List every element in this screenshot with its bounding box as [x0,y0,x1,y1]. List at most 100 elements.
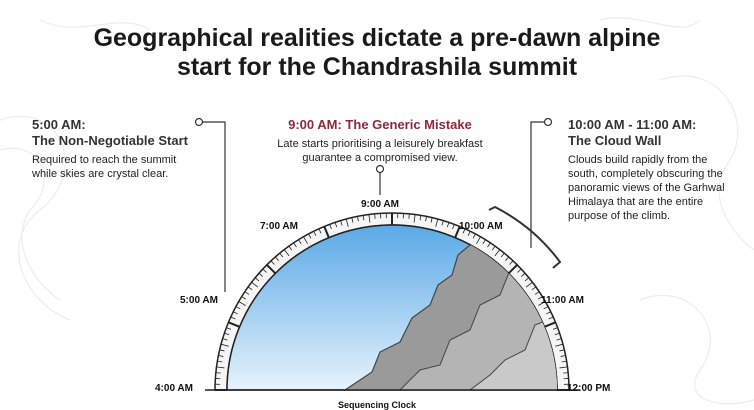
clock-tick [218,355,224,357]
leader-lines [194,117,562,292]
clock-tick [467,231,471,236]
clock-tick [220,343,229,347]
callout-text: Clouds build rapidly from the south, com… [568,154,725,222]
clock-label: 12:00 PM [567,383,611,394]
clock-tick [323,226,330,238]
clock-tick [247,286,253,291]
callout-heading: The Cloud Wall [568,133,662,148]
clock-label: 7:00 AM [260,221,298,232]
callout: 9:00 AM: The Generic Mistake Late starts… [260,117,500,165]
clock-tick [494,249,501,257]
clock-tick [230,316,236,320]
clock-tick [491,245,496,251]
clock-tick [233,311,238,315]
clock-tick [548,316,554,320]
clock-tick [559,349,565,352]
callout-heading: 9:00 AM: The Generic Mistake [288,117,472,132]
title-line: start for the Chandrashila summit [176,53,578,81]
clock-tick [270,260,275,265]
clock-tick [555,343,564,347]
clock-tick [435,218,439,227]
clock-label: 5:00 AM [180,295,218,306]
clock-tick [525,281,533,288]
clock-tick [560,355,566,357]
clock-tick [357,216,359,222]
clock-tick [283,249,290,257]
clock-tick [521,272,526,277]
clock-tick [274,256,279,261]
clock-tick [544,321,556,328]
callout: 5:00 AM: The Non-Negotiable Start Requir… [32,117,222,181]
clock-tick [351,217,354,223]
clock-tick [224,332,230,336]
clock-caption: Sequencing Clock [337,400,417,410]
clock-tick [313,231,317,236]
clock-tick [362,215,365,221]
clock-tick [509,260,514,265]
clock-label: 10:00 AM [459,221,503,232]
clock-label: 11:00 AM [541,295,584,306]
clock-tick [222,338,228,341]
clock-tick [345,218,349,227]
clock-tick [228,321,240,328]
clock-tick [266,264,277,275]
clock-tick [425,216,427,222]
clock-tick [241,296,247,300]
clock-tick [318,228,322,234]
clock-tick [517,268,522,273]
clock-tick [235,306,241,310]
clock-tick [293,242,297,248]
clock-tick [340,220,343,226]
clock-tick [556,338,562,341]
clock-tick [244,291,250,295]
clock-tick [476,236,481,244]
clock-tick [430,217,433,223]
clock-tick [334,222,338,228]
topo-background [0,17,754,405]
clock-tick [507,264,518,275]
clock-tick [446,222,450,228]
clock-tick [559,366,568,369]
clock-tick [552,327,558,330]
clock-label: 9:00 AM [361,199,399,210]
clock-tick [262,268,267,273]
callout-text: Late starts prioritising a leisurely bre… [277,138,483,164]
callout-heading: The Non-Negotiable Start [32,133,189,148]
clock-tick [413,214,416,223]
clock-tick [452,224,455,230]
clock-tick [329,224,332,230]
clock-tick [279,252,284,258]
clock-tick [308,233,312,239]
clock-tick [543,306,549,310]
clock-ticks [215,213,569,391]
clock-tick [534,291,540,295]
clock-tick [258,272,263,277]
clock-tick [546,311,551,315]
clock-tick [368,214,371,223]
clock-label: 4:00 AM [155,383,193,394]
clock-tick [288,245,293,251]
clock-tick [531,286,537,291]
clock-tick [462,228,466,234]
callout: 10:00 AM - 11:00 AM: The Cloud Wall Clou… [568,117,728,223]
clock-tick [441,220,444,226]
clock-tick [537,296,543,300]
clock-tick [505,256,510,261]
clock-tick [454,226,461,238]
clock-tick [219,349,225,352]
title-line: Geographical realities dictate a pre-daw… [93,24,661,52]
clock-tick [217,360,223,363]
clock-tick [482,239,486,245]
clock-tick [487,242,491,248]
clock-tick [538,301,546,306]
callout-time: 10:00 AM - 11:00 AM: [568,117,697,132]
clock-tick [238,301,246,306]
callout-time: 5:00 AM: [32,117,86,132]
clock-tick [472,233,476,239]
clock-tick [254,277,260,282]
clock-tick [524,277,530,282]
clock-tick [226,327,232,330]
clock-tick [419,215,422,221]
